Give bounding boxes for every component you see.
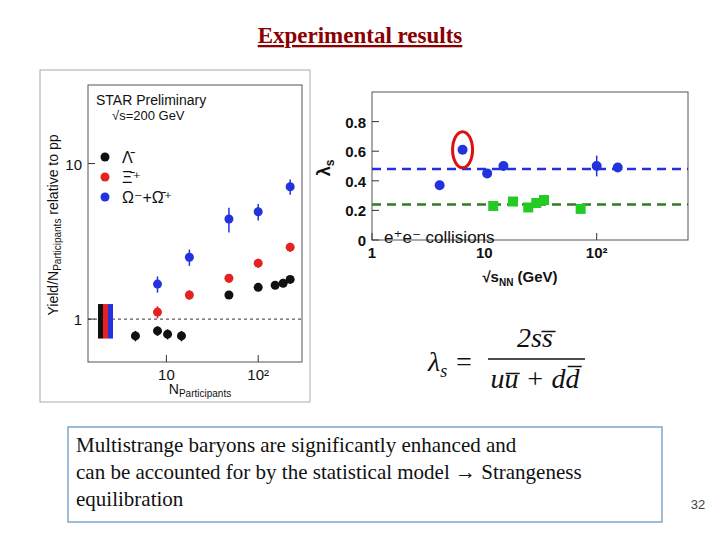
caption-line: Multistrange baryons are significantly e… — [76, 433, 517, 457]
caption-line: equilibration — [76, 487, 184, 511]
plot-frame — [88, 85, 302, 362]
point — [539, 195, 549, 205]
y-tick — [372, 121, 379, 122]
chart-panel — [40, 70, 310, 402]
text-part: s — [323, 159, 337, 166]
y-tick-label: 0.4 — [345, 173, 367, 190]
point — [153, 280, 162, 289]
y-tick-label: 0.2 — [345, 202, 366, 219]
point — [224, 290, 233, 299]
point — [224, 215, 233, 224]
text-part: s — [440, 361, 447, 381]
point — [508, 197, 518, 207]
point — [482, 168, 492, 178]
y-tick — [88, 163, 95, 164]
point — [286, 243, 295, 252]
caption-line: can be accounted for by the statistical … — [76, 460, 582, 484]
point — [153, 326, 162, 335]
legend-label: Ξ̄⁺ — [122, 169, 141, 186]
norm-error-band — [103, 304, 108, 339]
chart-subtitle: √s=200 GeV — [112, 108, 185, 123]
reference-line — [372, 168, 688, 171]
text-part: NN — [499, 277, 513, 288]
legend-marker — [101, 193, 110, 202]
x-axis-label: √sNN (GeV) — [482, 268, 557, 288]
point — [613, 162, 623, 172]
norm-error-band — [108, 304, 113, 339]
point — [185, 290, 194, 299]
formula: λs = 2ss̅ uu̅ + dd̅ — [427, 322, 585, 394]
text-part: Participants — [52, 219, 63, 271]
point — [576, 204, 586, 214]
plot-area — [88, 179, 302, 341]
norm-error-band — [98, 304, 103, 339]
legend-label: Λ̄ — [122, 149, 136, 166]
fraction-bar — [488, 358, 585, 360]
y-tick — [372, 210, 379, 211]
annotation: e⁺e⁻ collisions — [384, 228, 495, 247]
text-part: (GeV) — [513, 268, 557, 285]
point — [131, 331, 140, 340]
legend-marker — [101, 153, 110, 162]
y-tick-label: 0.8 — [345, 114, 366, 131]
point — [435, 180, 445, 190]
y-tick — [372, 151, 379, 152]
y-tick-label: 10 — [65, 156, 82, 173]
point — [592, 161, 602, 171]
text-part: = — [447, 346, 473, 377]
chart-title: STAR Preliminary — [96, 92, 206, 108]
chart: 1101010²STAR Preliminary√s=200 GeVΛ̄Ξ̄⁺Ω… — [45, 85, 302, 399]
reference-line — [88, 319, 302, 320]
point — [254, 259, 263, 268]
y-tick — [372, 240, 379, 241]
text: 2ss̅ — [517, 322, 556, 353]
point — [286, 275, 295, 284]
point — [458, 145, 468, 155]
x-tick-label: 1 — [368, 244, 376, 261]
y-axis-label: λs — [314, 159, 337, 176]
caption-box — [68, 427, 662, 522]
text: uu̅ + dd̅ — [491, 363, 583, 394]
y-tick-label: 1 — [74, 311, 82, 328]
legend-label: Ω⁻+Ω̄⁺ — [122, 189, 172, 206]
y-axis-label: Yield/NParticipants relative to pp — [45, 134, 63, 315]
point — [177, 331, 186, 340]
point — [254, 283, 263, 292]
point — [271, 281, 280, 290]
plot-frame — [372, 92, 688, 240]
x-tick — [596, 233, 597, 240]
legend-marker — [101, 173, 110, 182]
plot-area — [372, 145, 688, 214]
point — [498, 161, 508, 171]
x-tick — [258, 355, 259, 362]
point — [163, 330, 172, 339]
x-tick-label: 10² — [586, 244, 608, 261]
y-tick-label: 0 — [358, 232, 366, 249]
x-tick-label: 10² — [247, 366, 269, 383]
x-tick — [372, 233, 373, 240]
slide-title: Experimental results — [258, 23, 463, 48]
text-part: relative to pp — [45, 134, 61, 218]
point — [286, 182, 295, 191]
y-tick — [372, 180, 379, 181]
point — [224, 274, 233, 283]
point — [153, 308, 162, 317]
point — [254, 207, 263, 216]
point — [488, 201, 498, 211]
x-tick — [166, 355, 167, 362]
point — [185, 253, 194, 262]
page-number: 32 — [691, 497, 705, 512]
y-tick-label: 0.6 — [345, 143, 366, 160]
text-part: Participants — [179, 388, 231, 399]
chart: 00.20.40.60.811010²λs√sNN (GeV)e⁺e⁻ coll… — [314, 92, 688, 288]
text: λs = — [427, 346, 473, 381]
highlight-circle — [453, 132, 473, 168]
x-axis-label: NParticipants — [169, 381, 231, 399]
slide: Experimental results1101010²STAR Prelimi… — [0, 0, 720, 540]
